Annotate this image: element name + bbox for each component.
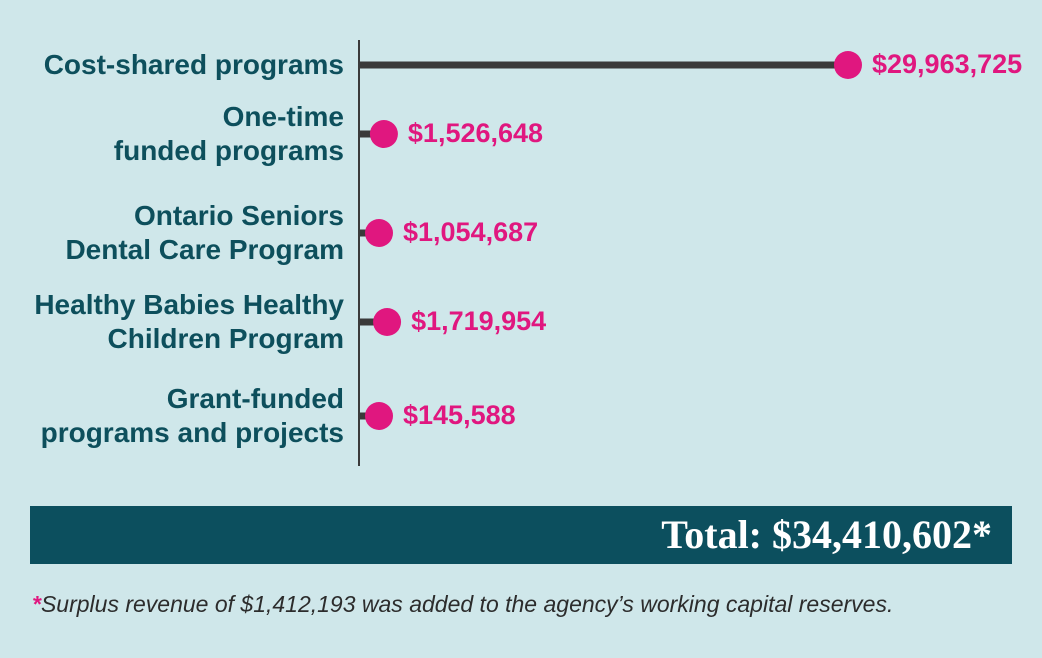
value-label: $1,526,648 <box>407 118 544 148</box>
value-label: $145,588 <box>403 400 516 430</box>
category-label-line: One-time <box>222 101 344 132</box>
category-label-line: Dental Care Program <box>65 234 344 265</box>
category-label-line: Healthy Babies Healthy <box>34 289 344 320</box>
lollipop-dot <box>373 308 402 336</box>
category-label-line: programs and projects <box>40 417 344 448</box>
value-label: $1,054,687 <box>403 217 539 247</box>
category-label-line: Cost-shared programs <box>43 49 344 80</box>
lollipop-dot <box>365 219 393 247</box>
total-banner: Total: $34,410,602* <box>30 506 1012 564</box>
lollipop-dot <box>365 402 393 430</box>
footnote-star: * <box>32 591 41 617</box>
category-label-line: Children Program <box>107 323 344 354</box>
category-label-line: funded programs <box>113 135 344 166</box>
value-label: $1,719,954 <box>411 306 547 336</box>
category-label: Ontario Seniors Dental Care Program <box>65 199 344 267</box>
total-label: Total: $34,410,602* <box>661 512 992 557</box>
category-label-line: Grant-funded <box>166 383 344 414</box>
footnote: *Surplus revenue of $1,412,193 was added… <box>32 590 893 618</box>
category-label: Grant-funded programs and projects <box>41 382 344 450</box>
footnote-text: Surplus revenue of $1,412,193 was added … <box>40 591 894 617</box>
lollipop-dot <box>834 51 862 79</box>
category-label: Cost-shared programs <box>44 48 344 82</box>
category-label-line: Ontario Seniors <box>133 200 344 231</box>
category-label: One-time funded programs <box>114 100 344 168</box>
lollipop-dot <box>369 120 398 148</box>
chart-plot <box>358 40 862 466</box>
category-label: Healthy Babies Healthy Children Program <box>34 288 344 356</box>
value-label: $29,963,725 <box>872 49 1023 79</box>
